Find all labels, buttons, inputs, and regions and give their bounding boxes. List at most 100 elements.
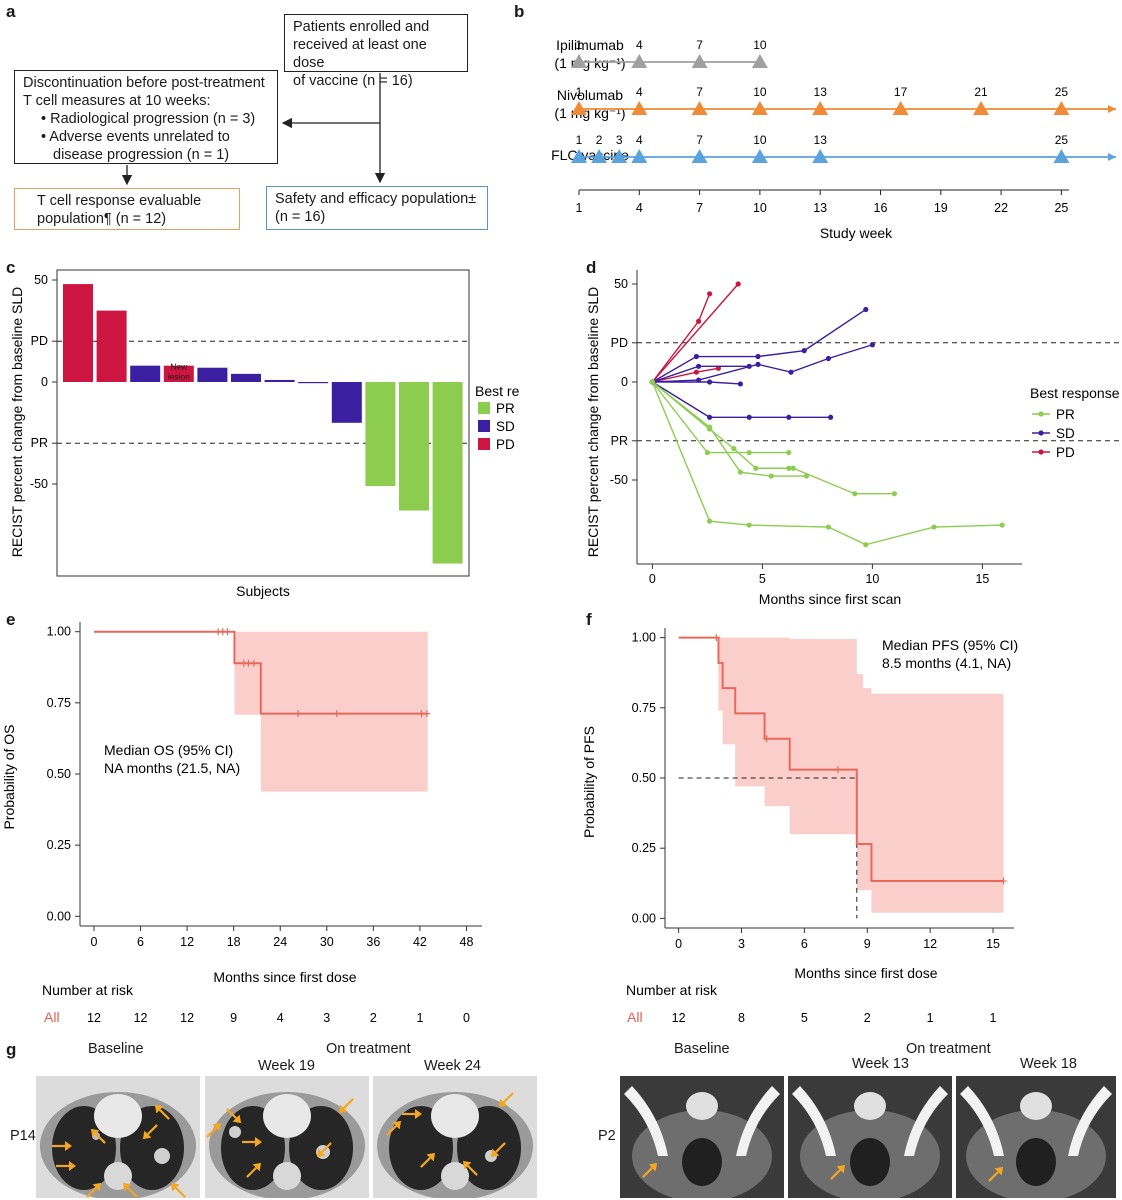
chart-f-median-1: Median PFS (95% CI) (882, 637, 1018, 653)
dose-week-label-2-1: 2 (596, 133, 603, 147)
chart-c-bar-4 (197, 367, 228, 382)
chart-f-risk-count-2: 5 (801, 1011, 808, 1025)
dose-triangle-1-4 (812, 101, 829, 115)
chart-e-censor-7 (333, 710, 341, 718)
chart-e-xtick-label-3: 18 (227, 935, 241, 949)
schedule-tick-label-4: 13 (813, 201, 827, 215)
chart-d-point-3-3 (801, 348, 807, 354)
chart-f-censor-0 (712, 634, 720, 642)
chart-f-xtick-label-3: 9 (864, 937, 871, 951)
panel-letter-e: e (6, 610, 16, 629)
chart-c-frame (56, 269, 470, 577)
ct-arrow-head-17 (462, 1160, 472, 1170)
chart-e-censor-9 (423, 710, 431, 718)
chart-d-point-8-2 (746, 449, 752, 456)
chart-f-xlabel: Months since first dose (794, 965, 937, 981)
chart-e-xtick-label-0: 0 (90, 935, 97, 949)
ct-right-ontreatment-label: On treatment (906, 1041, 991, 1057)
chart-d-point-11-4 (863, 542, 869, 548)
ct-arrow-head-21 (836, 1164, 846, 1174)
chart-d-legend-dot-pd (1038, 449, 1044, 455)
chart-f-pfs: 0.000.250.500.751.000 3 6 9 12 15 Probability… (581, 628, 1018, 1025)
ct-arrow-shaft-7 (147, 1124, 158, 1135)
dose-week-label-2-4: 7 (696, 133, 703, 147)
dose-week-label-1-2: 7 (696, 85, 703, 99)
ct-arrow-head-15 (415, 1109, 422, 1119)
ct-arrow-head-19 (490, 1148, 500, 1158)
dose-triangle-1-0 (571, 101, 587, 115)
disc-line-5: disease progression (n = 1) (53, 147, 230, 163)
schedule-tick-label-1: 4 (636, 201, 643, 215)
chart-d-point-8-1 (704, 449, 710, 456)
chart-f-risk-count-4: 1 (927, 1011, 934, 1025)
dose-week-label-1-6: 21 (974, 85, 988, 99)
ct-arrow-head-1 (90, 1128, 100, 1138)
enrolled-box: Patients enrolled and received at least … (284, 14, 468, 89)
ct-arrow-head-20 (648, 1162, 658, 1172)
enrolled-line-2: received at least one dose (293, 37, 427, 71)
chart-d-point-9-3 (768, 473, 774, 479)
chart-d-ytick-label-1: PD (611, 336, 628, 350)
ct-arrow-shaft-11 (246, 1167, 257, 1178)
chart-d-legend-dot-pr (1038, 411, 1044, 417)
chart-c-legend-label-pd: PD (496, 437, 515, 452)
ct-image-p2-week18 (956, 1076, 1116, 1198)
chart-d-point-1-1 (735, 281, 741, 287)
chart-c-legend-label-pr: PR (496, 401, 515, 416)
chart-c-bar-10 (399, 382, 429, 511)
ct-image-p14-baseline (36, 1076, 200, 1198)
chart-e-os: 0.000.250.500.751.000 6 12 18 24 30 36 42 48 Pro… (1, 622, 482, 1025)
ct-arrow-head-3 (92, 1182, 102, 1192)
row-label-nivolumab: Nivolumab (557, 87, 623, 103)
flow-arrows (121, 73, 386, 186)
dose-week-label-1-1: 4 (636, 85, 643, 99)
chart-e-risk-count-2: 12 (180, 1011, 194, 1025)
ct-arrow-shaft-1 (95, 1133, 106, 1144)
chart-f-ytick-label-1: 0.25 (632, 841, 656, 855)
chart-d-line-0 (651, 293, 711, 383)
dose-week-label-1-0: 1 (576, 85, 583, 99)
dose-week-label-0-3: 10 (753, 38, 767, 52)
chart-d-point-10-7 (891, 491, 897, 497)
dose-triangle-0-0 (571, 54, 587, 68)
ct-arrow-shaft-4 (127, 1187, 138, 1198)
chart-f-censor-2 (834, 766, 842, 774)
safety-box: Safety and efficacy population± (n = 16) (266, 186, 488, 230)
ct-right-baseline-label: Baseline (674, 1041, 730, 1057)
chart-e-censor-5 (250, 659, 258, 667)
chart-d-ytick-label-2: 0 (621, 375, 628, 389)
chart-d-xtick-label-2: 10 (865, 572, 879, 586)
chart-d-point-6-1 (696, 363, 702, 369)
chart-c-bar-2 (130, 365, 161, 382)
ct-arrow-shaft-17 (467, 1165, 478, 1176)
chart-c-ytick-label-2: 0 (41, 375, 48, 389)
chart-d-line-4 (652, 344, 873, 383)
chart-f-xtick-label-4: 12 (923, 937, 937, 951)
ct-arrow-head-14 (392, 1120, 402, 1130)
chart-c-bar-11 (432, 382, 463, 564)
panel-letter-c: c (6, 258, 16, 277)
ct-arrow-head-10 (255, 1137, 262, 1147)
chart-d-point-9-2 (737, 469, 743, 475)
chart-f-ylabel: Probability of PFS (581, 726, 597, 838)
dose-triangle-1-2 (691, 101, 708, 115)
chart-d-xtick-label-1: 5 (759, 572, 766, 586)
chart-c-legend-swatch-pd (478, 438, 490, 450)
chart-d-point-11-2 (746, 522, 752, 528)
ct-arrow-head-16 (426, 1152, 436, 1162)
chart-c-bar-0 (63, 284, 93, 382)
chart-f-risk-count-1: 8 (738, 1011, 745, 1025)
chart-e-risk-count-1: 12 (134, 1011, 148, 1025)
schedule-arrowhead-1 (1108, 105, 1116, 113)
chart-d-point-11-3 (825, 524, 831, 530)
chart-e-xtick-label-2: 12 (180, 935, 194, 949)
chart-d-point-5-1 (707, 379, 713, 385)
row-label-flc-vaccine: FLC vaccine (551, 147, 629, 163)
chart-d-legend-dot-sd (1038, 430, 1044, 436)
dose-triangle-2-3 (631, 149, 648, 163)
chart-d-point-4-5 (869, 342, 875, 348)
chart-c-bar-7 (298, 382, 329, 384)
chart-d-line-8 (651, 381, 789, 454)
chart-d-point-11-1 (707, 518, 713, 524)
ct-arrow-head-4 (122, 1182, 132, 1192)
